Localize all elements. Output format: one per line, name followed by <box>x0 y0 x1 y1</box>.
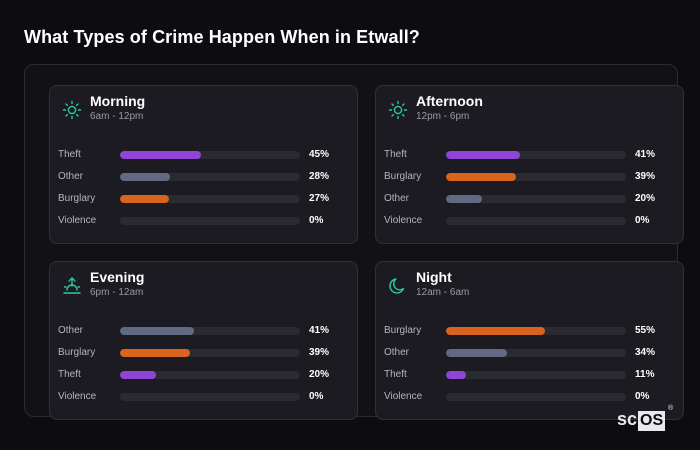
crime-percent: 27% <box>309 193 330 204</box>
crime-label: Other <box>384 193 410 204</box>
crime-row: Violence 0% <box>376 390 683 404</box>
bar-fill <box>446 173 517 181</box>
bar-fill <box>446 195 482 203</box>
crime-percent: 41% <box>635 149 656 160</box>
crime-percent: 39% <box>309 347 330 358</box>
crime-row: Theft 20% <box>50 368 357 382</box>
crime-label: Theft <box>58 369 81 380</box>
bar-track <box>120 217 300 225</box>
card-subtitle: 6am - 12pm <box>90 111 144 122</box>
logo-text-sc: sc <box>617 409 638 429</box>
crime-percent: 0% <box>635 391 650 402</box>
bar-track <box>446 349 626 357</box>
card-title: Evening <box>90 269 145 285</box>
crime-percent: 20% <box>309 369 330 380</box>
crime-label: Burglary <box>384 325 422 336</box>
bar-track <box>446 327 626 335</box>
crime-percent: 20% <box>635 193 656 204</box>
crime-label: Theft <box>384 369 407 380</box>
card-night: Night 12am - 6am Burglary 55% Other 34% … <box>375 261 684 420</box>
crime-label: Burglary <box>58 347 96 358</box>
card-evening: Evening 6pm - 12am Other 41% Burglary 39… <box>49 261 358 420</box>
bar-track <box>446 151 626 159</box>
crime-row: Burglary 39% <box>50 346 357 360</box>
bar-fill <box>120 151 201 159</box>
crime-label: Violence <box>58 391 97 402</box>
card-subtitle: 12pm - 6pm <box>416 111 470 122</box>
moon-icon <box>389 278 405 294</box>
crime-label: Other <box>58 325 84 336</box>
bar-track <box>446 195 626 203</box>
crime-label: Theft <box>58 149 81 160</box>
bar-fill <box>120 327 194 335</box>
bar-track <box>446 393 626 401</box>
crime-row: Violence 0% <box>376 214 683 228</box>
bar-fill <box>446 151 520 159</box>
page-title: What Types of Crime Happen When in Etwal… <box>24 27 420 47</box>
bar-track <box>446 173 626 181</box>
card-subtitle: 12am - 6am <box>416 287 470 298</box>
bar-track <box>446 371 626 379</box>
bar-track <box>120 371 300 379</box>
crime-row: Other 20% <box>376 192 683 206</box>
crime-percent: 0% <box>309 391 324 402</box>
crime-percent: 11% <box>635 369 655 380</box>
crime-row: Violence 0% <box>50 390 357 404</box>
crime-row: Theft 41% <box>376 148 683 162</box>
bar-fill <box>120 195 169 203</box>
card-afternoon: Afternoon 12pm - 6pm Theft 41% Burglary … <box>375 85 684 244</box>
bar-fill <box>446 371 466 379</box>
bar-track <box>120 173 300 181</box>
crime-row: Burglary 27% <box>50 192 357 206</box>
crime-percent: 39% <box>635 171 656 182</box>
bar-track <box>120 195 300 203</box>
crime-percent: 41% <box>309 325 330 336</box>
sun-icon <box>388 100 408 120</box>
crime-row: Other 28% <box>50 170 357 184</box>
crime-percent: 28% <box>309 171 330 182</box>
crime-label: Other <box>58 171 84 182</box>
sunset-icon <box>63 277 81 294</box>
card-subtitle: 6pm - 12am <box>90 287 144 298</box>
sun-icon <box>62 100 82 120</box>
bar-fill <box>120 349 191 357</box>
bar-track <box>120 393 300 401</box>
crime-row: Violence 0% <box>50 214 357 228</box>
bar-fill <box>120 371 156 379</box>
crime-row: Theft 45% <box>50 148 357 162</box>
crime-label: Other <box>384 347 410 358</box>
logo-text-os: OS <box>638 411 666 431</box>
bar-track <box>446 217 626 225</box>
card-title: Night <box>416 269 452 285</box>
card-title: Morning <box>90 93 146 109</box>
crime-label: Violence <box>58 215 97 226</box>
scos-logo: sc OS ® <box>617 405 673 431</box>
bar-fill <box>120 173 171 181</box>
crime-row: Burglary 55% <box>376 324 683 338</box>
crime-percent: 0% <box>309 215 324 226</box>
crime-row: Theft 11% <box>376 368 683 382</box>
bar-fill <box>446 327 545 335</box>
crime-row: Other 34% <box>376 346 683 360</box>
crime-percent: 34% <box>635 347 656 358</box>
crime-percent: 45% <box>309 149 330 160</box>
bar-track <box>120 327 300 335</box>
card-morning: Morning 6am - 12pm Theft 45% Other 28% B… <box>49 85 358 244</box>
crime-label: Burglary <box>384 171 422 182</box>
crime-percent: 0% <box>635 215 650 226</box>
bar-track <box>120 151 300 159</box>
crime-label: Burglary <box>58 193 96 204</box>
crime-row: Burglary 39% <box>376 170 683 184</box>
crime-label: Violence <box>384 215 423 226</box>
bar-fill <box>446 349 508 357</box>
crime-percent: 55% <box>635 325 656 336</box>
crime-label: Violence <box>384 391 423 402</box>
card-title: Afternoon <box>416 93 483 109</box>
bar-track <box>120 349 300 357</box>
crime-row: Other 41% <box>50 324 357 338</box>
crime-label: Theft <box>384 149 407 160</box>
logo-registered-mark: ® <box>668 405 674 412</box>
